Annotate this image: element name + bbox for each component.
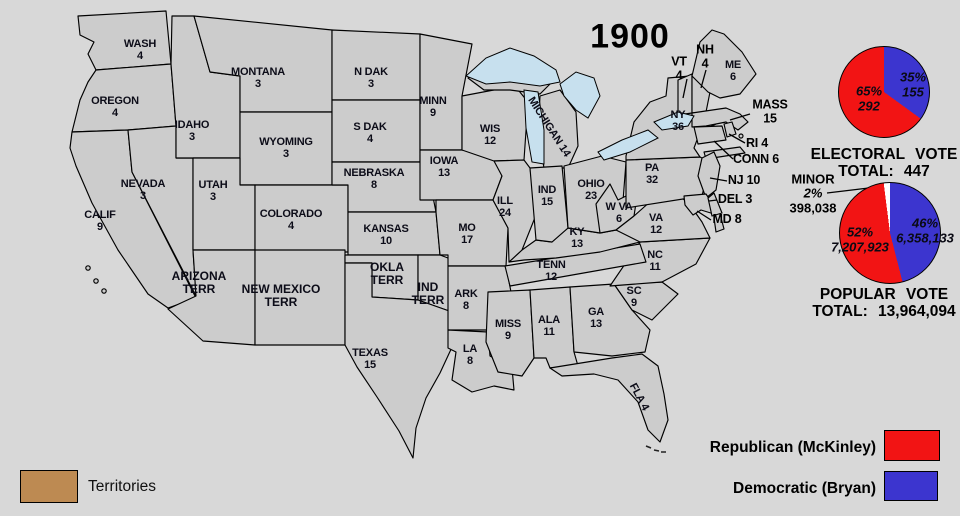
state-oregon xyxy=(71,63,177,133)
channel-island xyxy=(85,265,91,271)
popular-vote-heading: POPULAR VOTE xyxy=(819,286,949,303)
electoral-democratic-votes: 155 xyxy=(902,84,924,99)
state-ri xyxy=(723,121,737,138)
state-fla xyxy=(549,353,669,443)
state-kansas xyxy=(347,211,441,256)
state-mo xyxy=(435,199,509,267)
lake-erie xyxy=(597,129,659,161)
territories-legend-swatch xyxy=(20,470,78,503)
territory-new-mexico xyxy=(254,249,346,346)
popular-republican-pct: 52% xyxy=(846,224,874,240)
state-ndak xyxy=(331,29,421,101)
legend-republican-label: Republican (McKinley) xyxy=(709,439,876,456)
lake-huron xyxy=(559,71,601,119)
minor-votes: 398,038 xyxy=(789,200,837,216)
state-texas xyxy=(344,262,454,459)
electoral-republican-pct: 65% xyxy=(855,83,883,99)
state-me xyxy=(691,29,757,99)
callout-line-mass xyxy=(729,113,751,121)
florida-keys xyxy=(645,445,666,453)
state-ill xyxy=(492,159,537,263)
state-colorado xyxy=(254,184,349,253)
popular-republican-share: 52% 7,207,923 xyxy=(831,225,889,254)
popular-democratic-share: 46% 6,358,133 xyxy=(896,216,954,245)
state-ind xyxy=(529,165,569,243)
popular-vote-pie-chart xyxy=(839,182,941,284)
state-sdak xyxy=(331,99,421,163)
state-md xyxy=(683,193,715,216)
territories-legend-label: Territories xyxy=(88,478,157,495)
popular-vote-total: TOTAL: 13,964,094 xyxy=(812,303,956,320)
state-vt xyxy=(677,73,693,116)
callout-line-ri xyxy=(728,133,746,144)
lake-superior xyxy=(465,47,561,87)
callout-line-del xyxy=(708,199,718,202)
channel-island xyxy=(101,288,107,294)
page-title: 1900 xyxy=(590,17,670,56)
callout-line-nh xyxy=(700,69,707,89)
electoral-democratic-pct: 35% xyxy=(899,69,927,85)
electoral-republican-votes: 292 xyxy=(858,98,880,113)
state-conn xyxy=(693,125,727,145)
callout-line-vt xyxy=(682,78,688,99)
callout-line-conn xyxy=(713,140,734,160)
state-wash xyxy=(77,10,172,71)
state-wyoming xyxy=(239,111,333,186)
popular-republican-votes: 7,207,923 xyxy=(831,239,889,254)
legend-democratic-label: Democratic (Bryan) xyxy=(733,480,876,497)
state-nj xyxy=(697,151,721,199)
callout-line-nj xyxy=(709,177,728,182)
state-del xyxy=(707,192,723,217)
minor-share-label: MINOR 2% 398,038 xyxy=(789,171,837,216)
electoral-vote-total: TOTAL: 447 xyxy=(838,163,930,180)
legend-republican-swatch xyxy=(884,430,940,461)
channel-island xyxy=(93,278,99,284)
minor-label: MINOR xyxy=(791,171,835,187)
electoral-vote-heading: ELECTORAL VOTE xyxy=(810,146,958,163)
mass-island xyxy=(738,133,744,139)
lake-michigan xyxy=(523,89,545,165)
popular-democratic-pct: 46% xyxy=(911,215,939,231)
electoral-vote-pie-chart xyxy=(838,46,930,138)
popular-democratic-votes: 6,358,133 xyxy=(896,230,954,245)
callout-line-md xyxy=(696,210,712,221)
electoral-republican-share: 65% 292 xyxy=(856,84,882,113)
electoral-democratic-share: 35% 155 xyxy=(900,70,926,99)
minor-pct: 2% xyxy=(803,185,823,201)
legend-democratic-swatch xyxy=(884,471,938,501)
lake-ontario xyxy=(653,111,695,131)
state-wis xyxy=(461,85,529,162)
